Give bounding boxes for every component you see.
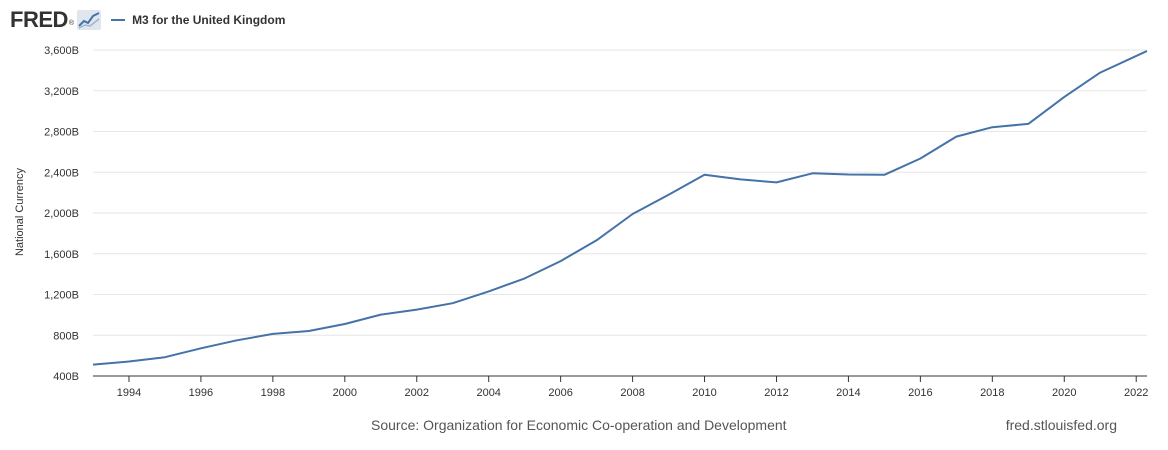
logo-registered-mark: ® — [68, 20, 75, 27]
x-axis-ticks: 1994 1996 1998 2000 2002 2004 2006 2008 2010 2012… — [93, 375, 1148, 399]
x-tick-label: 2020 — [1052, 387, 1076, 399]
x-tick-label: 2014 — [836, 387, 860, 399]
source-note: Source: Organization for Economic Co-ope… — [371, 417, 787, 433]
legend-swatch — [111, 19, 126, 21]
legend: M3 for the United Kingdom — [111, 13, 285, 27]
x-tick-label: 2016 — [908, 387, 932, 399]
y-tick-label: 800B — [53, 330, 79, 342]
y-tick-label: 2,800B — [44, 127, 79, 139]
x-tick-label: 2022 — [1124, 387, 1148, 399]
series-lines — [92, 50, 1148, 366]
y-axis-ticks: 400B 800B 1,200B 1,600B 2,000B 2,400B 2,800B 3,… — [44, 45, 79, 383]
logo-text: FRED — [10, 7, 68, 32]
x-tick-label: 2004 — [476, 387, 500, 399]
y-tick-label: 2,400B — [44, 167, 79, 179]
grid-lines — [93, 49, 1147, 336]
x-tick-label: 2002 — [405, 387, 429, 399]
x-tick-label: 2000 — [333, 387, 357, 399]
y-tick-label: 400B — [53, 371, 79, 383]
x-tick-label: 1996 — [189, 387, 213, 399]
y-tick-label: 1,200B — [44, 290, 79, 302]
fred-logo[interactable]: FRED ® — [10, 7, 102, 32]
site-link[interactable]: fred.stlouisfed.org — [1005, 417, 1117, 433]
y-tick-label: 3,200B — [44, 86, 79, 98]
chart-header: FRED ® M3 for the United Kingdom — [10, 6, 285, 34]
x-tick-label: 2006 — [548, 387, 572, 399]
fred-graph-icon — [77, 10, 102, 30]
series-line-m3-uk[interactable] — [92, 50, 1148, 366]
x-tick-label: 2012 — [764, 387, 788, 399]
x-tick-label: 1998 — [261, 387, 285, 399]
y-tick-label: 3,600B — [44, 45, 79, 57]
y-tick-label: 2,000B — [44, 208, 79, 220]
x-tick-label: 2008 — [620, 387, 644, 399]
x-tick-label: 2018 — [980, 387, 1004, 399]
y-tick-label: 1,600B — [44, 249, 79, 261]
x-tick-label: 1994 — [117, 387, 141, 399]
x-tick-label: 2010 — [692, 387, 716, 399]
legend-label[interactable]: M3 for the United Kingdom — [132, 13, 286, 27]
